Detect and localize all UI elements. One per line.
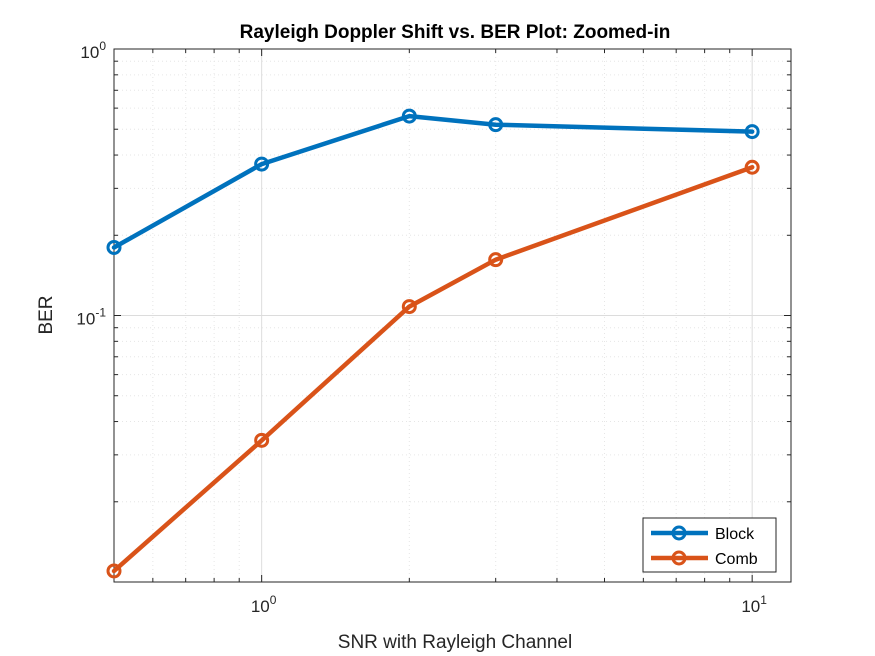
chart-title: Rayleigh Doppler Shift vs. BER Plot: Zoo… [240, 22, 671, 43]
data-point-comb [254, 432, 270, 448]
data-point-block [106, 239, 122, 255]
data-point-block [744, 124, 760, 140]
data-point-comb [401, 299, 417, 315]
legend-label-block: Block [715, 526, 755, 543]
x-tick-label: 100 [251, 593, 277, 616]
legend-marker-comb [671, 550, 687, 566]
legend-marker-block [671, 525, 687, 541]
data-point-block [401, 108, 417, 124]
data-point-comb [106, 563, 122, 579]
data-point-comb [488, 252, 504, 268]
legend-label-comb: Comb [715, 551, 758, 568]
legend: Block Comb [642, 517, 777, 573]
data-point-block [488, 117, 504, 133]
x-tick-label: 101 [741, 593, 767, 616]
y-tick-label: 10-1 [76, 306, 106, 329]
series-line-comb [111, 164, 755, 574]
data-point-comb [744, 159, 760, 175]
series-line-block [111, 113, 755, 250]
data-point-block [254, 156, 270, 172]
series-layer [106, 108, 760, 579]
axis-ticks: 100 101 100 10-1 [76, 39, 791, 616]
legend-box [642, 517, 777, 573]
x-axis-label: SNR with Rayleigh Channel [338, 632, 572, 653]
y-axis-label: BER [36, 295, 57, 334]
y-tick-label: 100 [80, 39, 106, 62]
